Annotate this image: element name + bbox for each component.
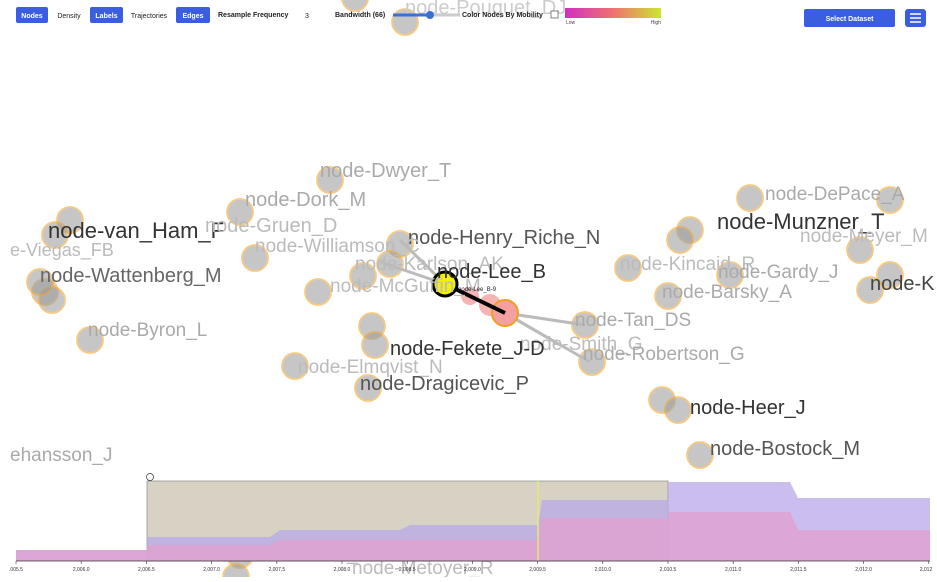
node-label: node-Karlson_AK	[355, 254, 504, 275]
node-label: node-Gruen_D	[205, 215, 337, 237]
node-label: node-K	[870, 273, 935, 295]
node-label: node-Williamson_C	[255, 236, 420, 257]
node[interactable]	[304, 278, 332, 306]
node[interactable]	[578, 348, 606, 376]
tick-label: 2,008.0	[334, 567, 351, 573]
tick-label: 2,009.5	[529, 567, 546, 573]
tick-label: 2,010.0	[594, 567, 611, 573]
node-label: node-Byron_L	[88, 320, 207, 341]
tick-label: 2,006.0	[73, 567, 90, 573]
toggle-button[interactable]	[125, 7, 173, 23]
toggle-button-text: Nodes	[21, 13, 43, 20]
select-dataset-button[interactable]	[804, 9, 895, 27]
node-label: node-Meyer_M	[800, 226, 928, 247]
timeline: .005.5 2,006.0 2,006.5 2,007.0 2,007.5 2,008.…	[9, 473, 932, 573]
toggle-button[interactable]	[16, 7, 48, 23]
node-label: node-Robertson_G	[583, 344, 745, 365]
node[interactable]	[876, 186, 904, 214]
tick-label: 2,009.0	[464, 567, 481, 573]
node-label: node-Fekete_J-D	[390, 338, 545, 360]
node-label: node-Metoyer_R	[352, 558, 494, 577]
mobility-gradient	[565, 8, 661, 18]
node[interactable]	[341, 0, 369, 12]
node-label: e-Viegas_FB	[10, 240, 114, 261]
node-label: node-Elmqvist_N	[298, 357, 443, 378]
node-label: node-Lee_B-9	[458, 287, 497, 293]
node[interactable]	[716, 261, 744, 289]
node-label: node-Dragicevic_P	[360, 373, 529, 395]
legend-low: Low	[566, 20, 576, 26]
node-label: node-van_Ham_F	[48, 218, 224, 243]
tick-label: .005.5	[9, 567, 23, 573]
node-label: node-Smith_G	[520, 334, 643, 355]
toggle-button-text: Density	[57, 13, 81, 20]
toggle-button-text: Labels	[95, 13, 117, 20]
tick-label: 2,007.5	[268, 567, 285, 573]
tick-label: 2,010.5	[660, 567, 677, 573]
node[interactable]	[316, 166, 344, 194]
slider-knob[interactable]	[426, 11, 434, 19]
checkbox[interactable]	[550, 10, 559, 19]
time-ticks: .005.5 2,006.0 2,006.5 2,007.0 2,007.5 2,008.…	[9, 561, 932, 573]
node-label: node-Lee_B	[437, 261, 546, 283]
node-label: node-Dork_M	[245, 189, 366, 211]
node-label: node-Barsky_A	[662, 282, 792, 303]
node-label: node-McGuffin_M	[330, 276, 481, 297]
tick-label: 2,012.0	[855, 567, 872, 573]
toggle-button-text: Trajectories	[131, 13, 168, 20]
node-label: node-Dwyer_T	[320, 160, 451, 182]
node-label: node-Bostock_M	[710, 438, 860, 460]
node[interactable]	[664, 396, 692, 424]
resample-value[interactable]: 3	[305, 13, 309, 20]
node[interactable]	[76, 326, 104, 354]
selected-node[interactable]	[431, 270, 459, 298]
node-label: node-Gardy_J	[718, 262, 838, 283]
tick-label: 2,011.5	[790, 567, 807, 573]
node[interactable]	[736, 184, 764, 212]
toggle-button[interactable]	[90, 7, 123, 23]
node[interactable]	[361, 331, 389, 359]
legend-high: High	[651, 20, 662, 26]
node[interactable]	[281, 352, 309, 380]
node[interactable]	[226, 198, 254, 226]
tick-label: 2,007.0	[203, 567, 220, 573]
toolbar: Resample Frequency 3 Bandwidth (66) Colo…	[16, 7, 926, 27]
node[interactable]	[856, 276, 884, 304]
toggle-button-text: Edges	[182, 13, 203, 20]
node[interactable]	[241, 244, 269, 272]
node-label: node-Henry_Riche_N	[408, 227, 600, 249]
mobility-label: Color Nodes By Mobility	[462, 12, 543, 19]
resample-label: Resample Frequency	[218, 12, 289, 19]
toggle-button[interactable]	[176, 7, 210, 23]
node[interactable]	[349, 262, 377, 290]
select-dataset-text: Select Dataset	[826, 16, 875, 23]
tick-label: 2,008.5	[399, 567, 416, 573]
tick-label: 2,012	[920, 567, 933, 573]
node[interactable]	[686, 441, 714, 469]
edges	[379, 238, 591, 364]
node[interactable]	[26, 268, 54, 296]
node-label: node-Tan_DS	[575, 310, 691, 331]
area-series	[16, 512, 930, 561]
node-label: node-DePace_A	[765, 184, 905, 205]
info-icon[interactable]	[146, 473, 154, 481]
node-label: node-Kincaid_R	[620, 254, 755, 275]
bandwidth-label: Bandwidth (66)	[335, 12, 385, 19]
node[interactable]	[654, 282, 682, 310]
node[interactable]	[41, 221, 69, 249]
node-circles	[26, 0, 904, 582]
node[interactable]	[666, 226, 694, 254]
node-label: ehansson_J	[10, 445, 112, 466]
tick-label: 2,011.0	[725, 567, 742, 573]
node-label: node-Heer_J	[690, 397, 806, 419]
node[interactable]	[614, 254, 642, 282]
tick-label: 2,006.5	[138, 567, 155, 573]
node[interactable]	[876, 261, 904, 289]
node[interactable]	[846, 236, 874, 264]
node-label: node-Wattenberg_M	[40, 265, 222, 287]
node-label: node-Munzner_T	[717, 209, 885, 234]
node[interactable]	[354, 374, 382, 402]
toggle-button[interactable]	[50, 7, 88, 23]
